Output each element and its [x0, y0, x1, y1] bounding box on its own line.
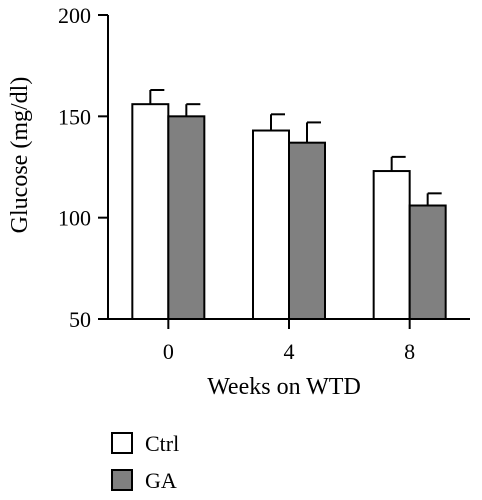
legend-label-ga: GA	[145, 468, 177, 493]
y-tick-label: 150	[58, 104, 91, 129]
legend-label-ctrl: Ctrl	[145, 431, 179, 456]
bar-ga	[288, 141, 326, 320]
chart-bars	[131, 103, 447, 321]
y-tick-label: 50	[69, 307, 91, 332]
bar-ga	[408, 204, 447, 320]
legend-swatch-ctrl	[111, 432, 133, 454]
bar-ctrl	[252, 129, 290, 320]
y-axis-title: Glucose (mg/dl)	[7, 77, 33, 234]
legend-swatch-ga	[111, 469, 133, 491]
y-tick-label: 200	[58, 3, 91, 28]
x-axis-title: Weeks on WTD	[207, 374, 361, 400]
x-tick-label: 4	[284, 339, 295, 364]
chart-legend: Ctrl GA	[111, 431, 179, 493]
bar-ctrl	[372, 170, 411, 320]
y-tick-label: 100	[58, 206, 91, 231]
x-tick-label: 0	[163, 339, 174, 364]
bar-ctrl	[131, 103, 170, 320]
x-tick-label: 8	[404, 339, 415, 364]
chart-error-bars	[149, 88, 442, 206]
chart-tick-labels: 50 100 150 200 0 4 8	[58, 3, 415, 364]
bar-ga	[167, 115, 206, 321]
